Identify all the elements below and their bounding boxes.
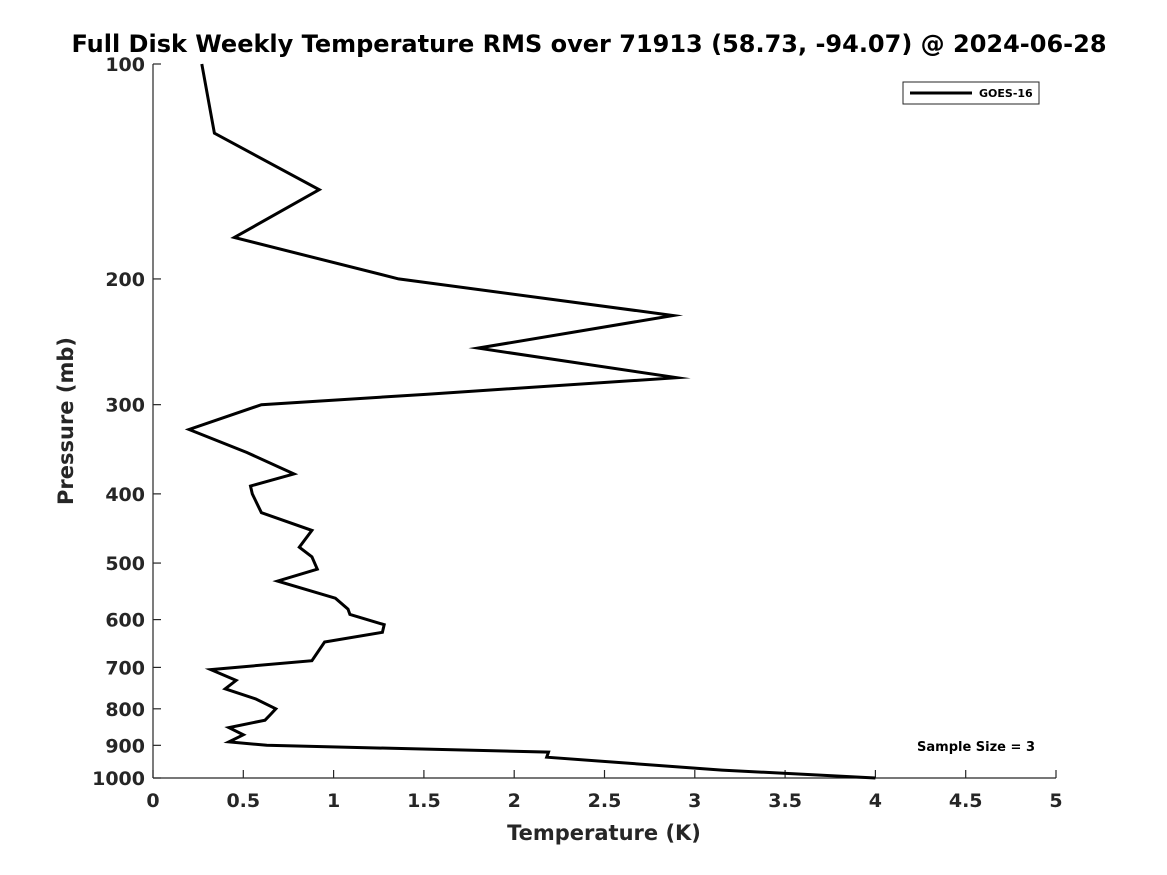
y-tick-label: 300	[105, 395, 145, 417]
y-tick-label: 100	[105, 54, 145, 76]
x-axis-ticks: 0 0.5 1 1.5 2 2.5 3 3.5 4 4.5 5	[146, 770, 1063, 812]
x-tick-label: 4.5	[949, 790, 983, 812]
x-tick-label: 1.5	[407, 790, 441, 812]
x-tick-label: 2	[508, 790, 521, 812]
x-tick-label: 2.5	[588, 790, 622, 812]
plot-area	[153, 64, 1056, 778]
x-tick-label: 3	[688, 790, 701, 812]
chart-title: Full Disk Weekly Temperature RMS over 71…	[71, 30, 1106, 58]
x-tick-label: 3.5	[768, 790, 802, 812]
x-axis-label: Temperature (K)	[507, 821, 701, 845]
y-axis-label: Pressure (mb)	[54, 337, 78, 505]
y-tick-label: 500	[105, 553, 145, 575]
legend: GOES-16	[902, 81, 1040, 105]
series-line-goes-16	[184, 63, 876, 780]
y-tick-label: 1000	[92, 768, 145, 790]
y-tick-label: 800	[105, 699, 145, 721]
y-tick-label: 900	[105, 735, 145, 757]
series-layer	[184, 63, 876, 780]
y-tick-label: 700	[105, 657, 145, 679]
y-tick-label: 200	[105, 269, 145, 291]
y-axis-ticks: 100 200 300 400 500 600 700 800 900 1000	[92, 54, 161, 790]
x-tick-label: 1	[327, 790, 340, 812]
x-tick-label: 0	[146, 790, 159, 812]
sample-size-annotation: Sample Size = 3	[917, 740, 1035, 755]
y-tick-label: 400	[105, 484, 145, 506]
x-tick-label: 4	[869, 790, 882, 812]
y-tick-label: 600	[105, 610, 145, 632]
x-tick-label: 5	[1049, 790, 1062, 812]
x-tick-label: 0.5	[226, 790, 260, 812]
legend-label-goes-16: GOES-16	[979, 87, 1033, 100]
